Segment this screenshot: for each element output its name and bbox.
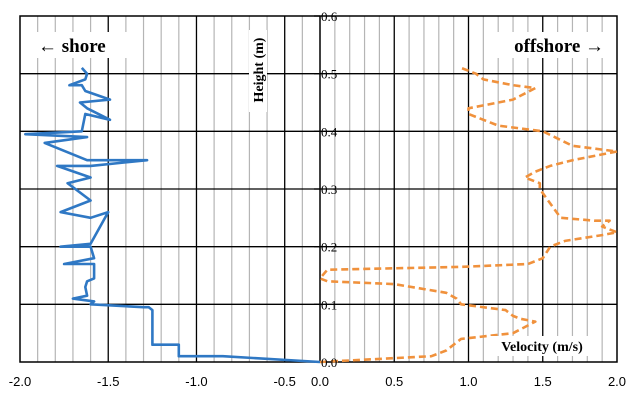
shore-x-tick-label: -1.5 — [97, 374, 119, 389]
offshore-x-tick-label: 0.5 — [385, 374, 403, 389]
shore-direction-label: ← shore — [38, 36, 106, 57]
y-tick-label: 0.0 — [321, 355, 337, 370]
offshore-velocity-line — [318, 66, 619, 364]
chart-labels: 0.0 0.1 0.2 0.3 0.4 0.5 0.6 -2.0 -1.5 -1.0 -0.5 0.0… — [9, 9, 626, 389]
shore-velocity-series — [23, 67, 321, 364]
shore-label-background — [30, 32, 132, 58]
shore-x-tick-label: -2.0 — [9, 374, 31, 389]
height-label-background — [249, 30, 267, 112]
shore-x-tick-label: -1.0 — [185, 374, 207, 389]
offshore-direction-label: offshore → — [514, 36, 604, 57]
y-tick-label: 0.6 — [321, 9, 338, 24]
offshore-x-tick-label: 1.5 — [534, 374, 552, 389]
y-tick-label: 0.4 — [321, 124, 338, 139]
y-tick-label: 0.3 — [321, 182, 337, 197]
velocity-label-background — [488, 336, 596, 356]
left-panel-grid — [20, 16, 320, 362]
shore-velocity-line — [23, 67, 321, 364]
right-panel-grid — [320, 16, 617, 362]
offshore-velocity-series — [318, 66, 619, 364]
shore-x-tick-label: -0.5 — [274, 374, 296, 389]
y-tick-label: 0.1 — [321, 297, 337, 312]
offshore-label-background — [488, 32, 610, 58]
y-tick-label: 0.2 — [321, 240, 337, 255]
y-tick-label: 0.5 — [321, 67, 337, 82]
x-axis-title: Velocity (m/s) — [501, 340, 583, 355]
y-axis-title: Height (m) — [252, 37, 267, 102]
offshore-x-tick-label: 2.0 — [608, 374, 626, 389]
offshore-x-tick-label: 1.0 — [459, 374, 477, 389]
offshore-x-tick-label: 0.0 — [311, 374, 329, 389]
